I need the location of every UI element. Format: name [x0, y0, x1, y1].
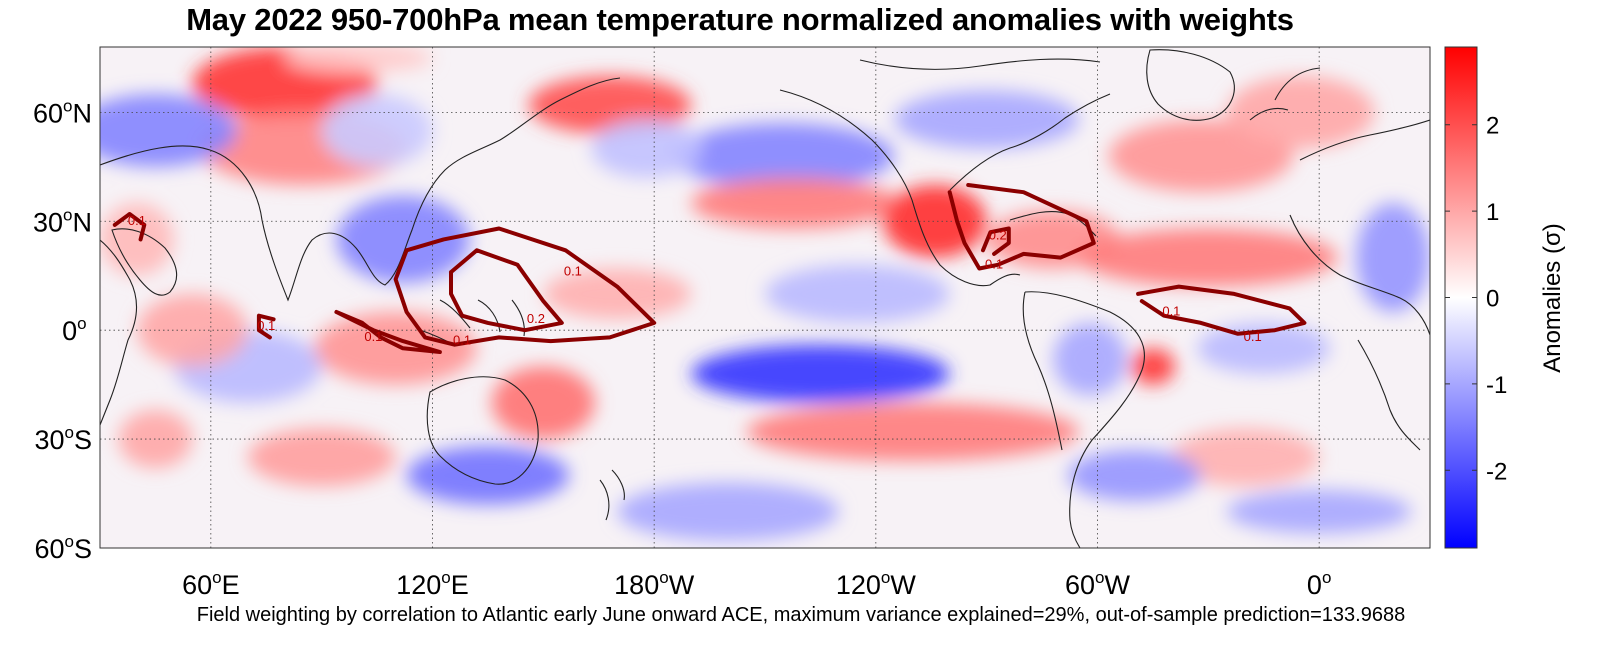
- anomaly-blob: [765, 264, 950, 323]
- anomaly-blob: [284, 47, 433, 73]
- anomaly-blob: [406, 446, 570, 505]
- colorbar-tick-label: 1: [1486, 199, 1499, 226]
- anomaly-blob: [894, 90, 1080, 149]
- colorbar-label: Anomalies (σ): [1539, 223, 1566, 373]
- anomaly-blob: [746, 402, 1080, 461]
- anomaly-blob: [1079, 228, 1338, 287]
- x-tick-label: 120oW: [836, 568, 917, 600]
- anomaly-blob: [617, 482, 839, 541]
- anomaly-blob: [1130, 348, 1176, 385]
- anomaly-blob: [883, 184, 987, 258]
- x-tick-label: 120oE: [396, 568, 469, 600]
- graticule: [100, 47, 1430, 548]
- chart-title: May 2022 950-700hPa mean temperature nor…: [186, 2, 1294, 37]
- anomaly-blob: [136, 293, 248, 367]
- contour-label: 0.1: [453, 333, 471, 348]
- y-tick-label: 30oN: [33, 205, 92, 237]
- anomaly-blob: [1053, 322, 1128, 396]
- anomaly-blob: [1108, 119, 1294, 193]
- contour-label: 0.1: [985, 256, 1003, 271]
- anomaly-blob: [1356, 203, 1430, 313]
- anomaly-blob: [100, 94, 237, 167]
- contour-label: 0.1: [1244, 329, 1262, 344]
- y-tick-label: 0o: [62, 314, 92, 346]
- y-axis: 60oN 30oN 0o 30oS 60oS: [33, 96, 92, 564]
- anomaly-blob: [528, 76, 692, 135]
- map-frame: [99, 46, 1431, 549]
- anomaly-blob: [491, 366, 596, 440]
- contour-label: 0.1: [364, 329, 382, 344]
- weight-contour-line: [112, 212, 147, 242]
- weight-contour-line: [393, 226, 657, 347]
- contour-label: 0.1: [564, 264, 582, 279]
- weight-contour-line: [947, 183, 1096, 271]
- weight-contour-line: [449, 248, 564, 333]
- colorbar-tick-label: -2: [1486, 458, 1507, 485]
- anomaly-blob: [314, 312, 477, 385]
- chart-caption: Field weighting by correlation to Atlant…: [196, 604, 1406, 626]
- weight-contours: 0.1 0.1 0.2 0.1 0.1 0.1 0.1 0.2 0.1 0.1: [112, 183, 1307, 354]
- weight-contour-line: [334, 310, 442, 354]
- colorbar-ticks: -2 -1 0 1 2: [1445, 113, 1507, 485]
- anomaly-blob: [672, 123, 895, 189]
- weight-contour-line: [981, 226, 1011, 256]
- x-tick-label: 0o: [1307, 568, 1332, 600]
- anomaly-blob: [1067, 449, 1201, 501]
- contour-label: 0.2: [989, 227, 1007, 242]
- colorbar-tick-label: 2: [1486, 113, 1499, 140]
- anomaly-blob: [336, 195, 470, 283]
- colorbar: [1444, 46, 1478, 549]
- coastlines: [100, 49, 1430, 548]
- colorbar-tick-label: 0: [1486, 286, 1499, 313]
- anomaly-blob: [247, 428, 396, 487]
- contour-label: 0.1: [257, 318, 275, 333]
- x-tick-label: 180oW: [614, 568, 695, 600]
- weight-contour-line: [1136, 284, 1307, 336]
- y-tick-label: 60oS: [34, 532, 92, 564]
- anomaly-blob: [321, 94, 433, 167]
- x-axis: 60oE 120oE 180oW 120oW 60oW 0o: [182, 568, 1331, 600]
- anomaly-blob: [1226, 76, 1375, 149]
- anomaly-blob: [691, 177, 898, 229]
- chart-svg: 0.1 0.1 0.2 0.1 0.1 0.1 0.1 0.2 0.1 0.1 60oE 120oE…: [33, 46, 1566, 600]
- anomaly-blob: [591, 119, 703, 178]
- anomaly-field: 0.1 0.1 0.2 0.1 0.1 0.1 0.1 0.2 0.1 0.1: [100, 47, 1430, 548]
- anomaly-blob: [1171, 428, 1320, 487]
- contour-label: 0.1: [1162, 304, 1180, 319]
- anomaly-blob: [1197, 322, 1331, 374]
- weight-contour-line: [256, 313, 276, 340]
- x-tick-label: 60oE: [182, 568, 240, 600]
- colorbar-tick-label: -1: [1486, 372, 1507, 399]
- contour-label: 0.1: [128, 213, 146, 228]
- x-tick-label: 60oW: [1065, 568, 1131, 600]
- y-tick-label: 30oS: [34, 423, 92, 455]
- anomaly-blob: [691, 344, 950, 403]
- y-tick-label: 60oN: [33, 96, 92, 128]
- contour-label: 0.2: [527, 311, 545, 326]
